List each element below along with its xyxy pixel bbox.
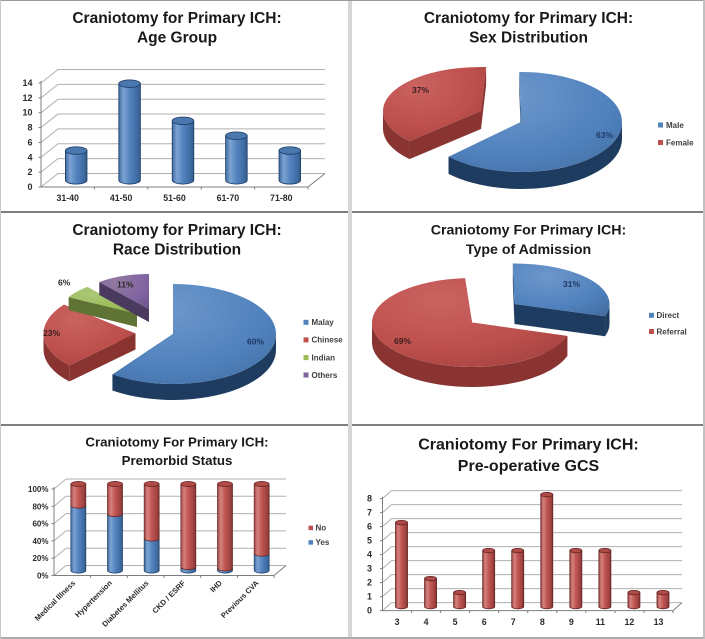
svg-text:63%: 63% (596, 130, 613, 140)
svg-text:6: 6 (482, 617, 487, 627)
svg-text:Craniotomy For Primary ICH:: Craniotomy For Primary ICH: (431, 222, 627, 238)
svg-text:6: 6 (367, 522, 372, 532)
svg-text:7: 7 (367, 508, 372, 518)
svg-text:Premorbid Status: Premorbid Status (122, 453, 233, 468)
svg-text:Craniotomy for Primary ICH:: Craniotomy for Primary ICH: (72, 222, 281, 239)
svg-text:6%: 6% (58, 278, 71, 288)
svg-text:CKD / ESRF: CKD / ESRF (150, 578, 187, 615)
svg-text:Chinese: Chinese (312, 336, 344, 345)
svg-text:Malay: Malay (312, 318, 335, 327)
svg-text:Female: Female (666, 138, 694, 147)
svg-text:60%: 60% (32, 520, 48, 529)
svg-text:11%: 11% (117, 280, 134, 290)
svg-text:Hypertension: Hypertension (73, 578, 114, 619)
svg-text:11: 11 (596, 617, 605, 627)
svg-text:Race Distribution: Race Distribution (113, 242, 241, 259)
svg-text:Direct: Direct (657, 311, 680, 320)
svg-text:12: 12 (625, 617, 635, 627)
svg-text:60%: 60% (247, 337, 264, 347)
svg-text:Type of Admission: Type of Admission (466, 242, 591, 258)
svg-text:Male: Male (666, 121, 684, 130)
svg-text:100%: 100% (28, 485, 48, 494)
svg-text:71-80: 71-80 (270, 193, 293, 203)
svg-text:Medical Illness: Medical Illness (33, 579, 77, 623)
svg-text:41-50: 41-50 (110, 193, 133, 203)
svg-text:31-40: 31-40 (56, 193, 79, 203)
svg-text:8: 8 (27, 123, 32, 133)
svg-text:61-70: 61-70 (217, 193, 240, 203)
svg-text:12: 12 (22, 93, 32, 103)
svg-text:40%: 40% (32, 537, 48, 546)
svg-text:Sex Distribution: Sex Distribution (469, 30, 588, 47)
svg-text:Yes: Yes (316, 538, 330, 547)
svg-text:Previous CVA: Previous CVA (219, 578, 261, 620)
svg-text:6: 6 (27, 137, 32, 147)
svg-text:80%: 80% (32, 502, 48, 511)
svg-text:23%: 23% (43, 328, 60, 338)
svg-text:2: 2 (27, 167, 32, 177)
svg-text:9: 9 (569, 617, 574, 627)
svg-text:3: 3 (395, 617, 400, 627)
svg-text:No: No (316, 524, 327, 533)
svg-text:8: 8 (367, 494, 372, 504)
svg-text:Others: Others (312, 371, 338, 380)
svg-text:4: 4 (367, 550, 372, 560)
svg-text:Indian: Indian (312, 353, 336, 362)
svg-text:5: 5 (367, 536, 372, 546)
svg-text:14: 14 (22, 78, 32, 88)
svg-text:7: 7 (511, 617, 516, 627)
svg-text:0: 0 (27, 182, 32, 192)
svg-text:0: 0 (367, 606, 372, 616)
svg-text:Craniotomy For Primary ICH:: Craniotomy For Primary ICH: (85, 435, 268, 450)
svg-text:31%: 31% (563, 279, 580, 289)
svg-text:69%: 69% (394, 336, 411, 346)
svg-text:Craniotomy for Primary ICH:: Craniotomy for Primary ICH: (424, 10, 633, 27)
svg-text:Age Group: Age Group (137, 30, 217, 47)
svg-text:Craniotomy for Primary ICH:: Craniotomy for Primary ICH: (72, 10, 281, 27)
svg-text:Referral: Referral (657, 327, 687, 336)
svg-text:3: 3 (367, 564, 372, 574)
svg-text:Pre-operative GCS: Pre-operative GCS (458, 458, 600, 475)
svg-text:4: 4 (27, 152, 32, 162)
svg-text:51-60: 51-60 (163, 193, 186, 203)
svg-text:5: 5 (453, 617, 458, 627)
svg-text:IHD: IHD (208, 578, 224, 594)
svg-text:0%: 0% (37, 572, 49, 581)
svg-text:1: 1 (367, 592, 372, 602)
svg-text:2: 2 (367, 578, 372, 588)
svg-text:37%: 37% (412, 85, 429, 95)
svg-text:Craniotomy For Primary ICH:: Craniotomy For Primary ICH: (418, 436, 638, 453)
svg-text:13: 13 (654, 617, 664, 627)
svg-text:20%: 20% (32, 554, 48, 563)
svg-text:8: 8 (540, 617, 545, 627)
svg-text:10: 10 (22, 108, 32, 118)
svg-text:4: 4 (424, 617, 429, 627)
